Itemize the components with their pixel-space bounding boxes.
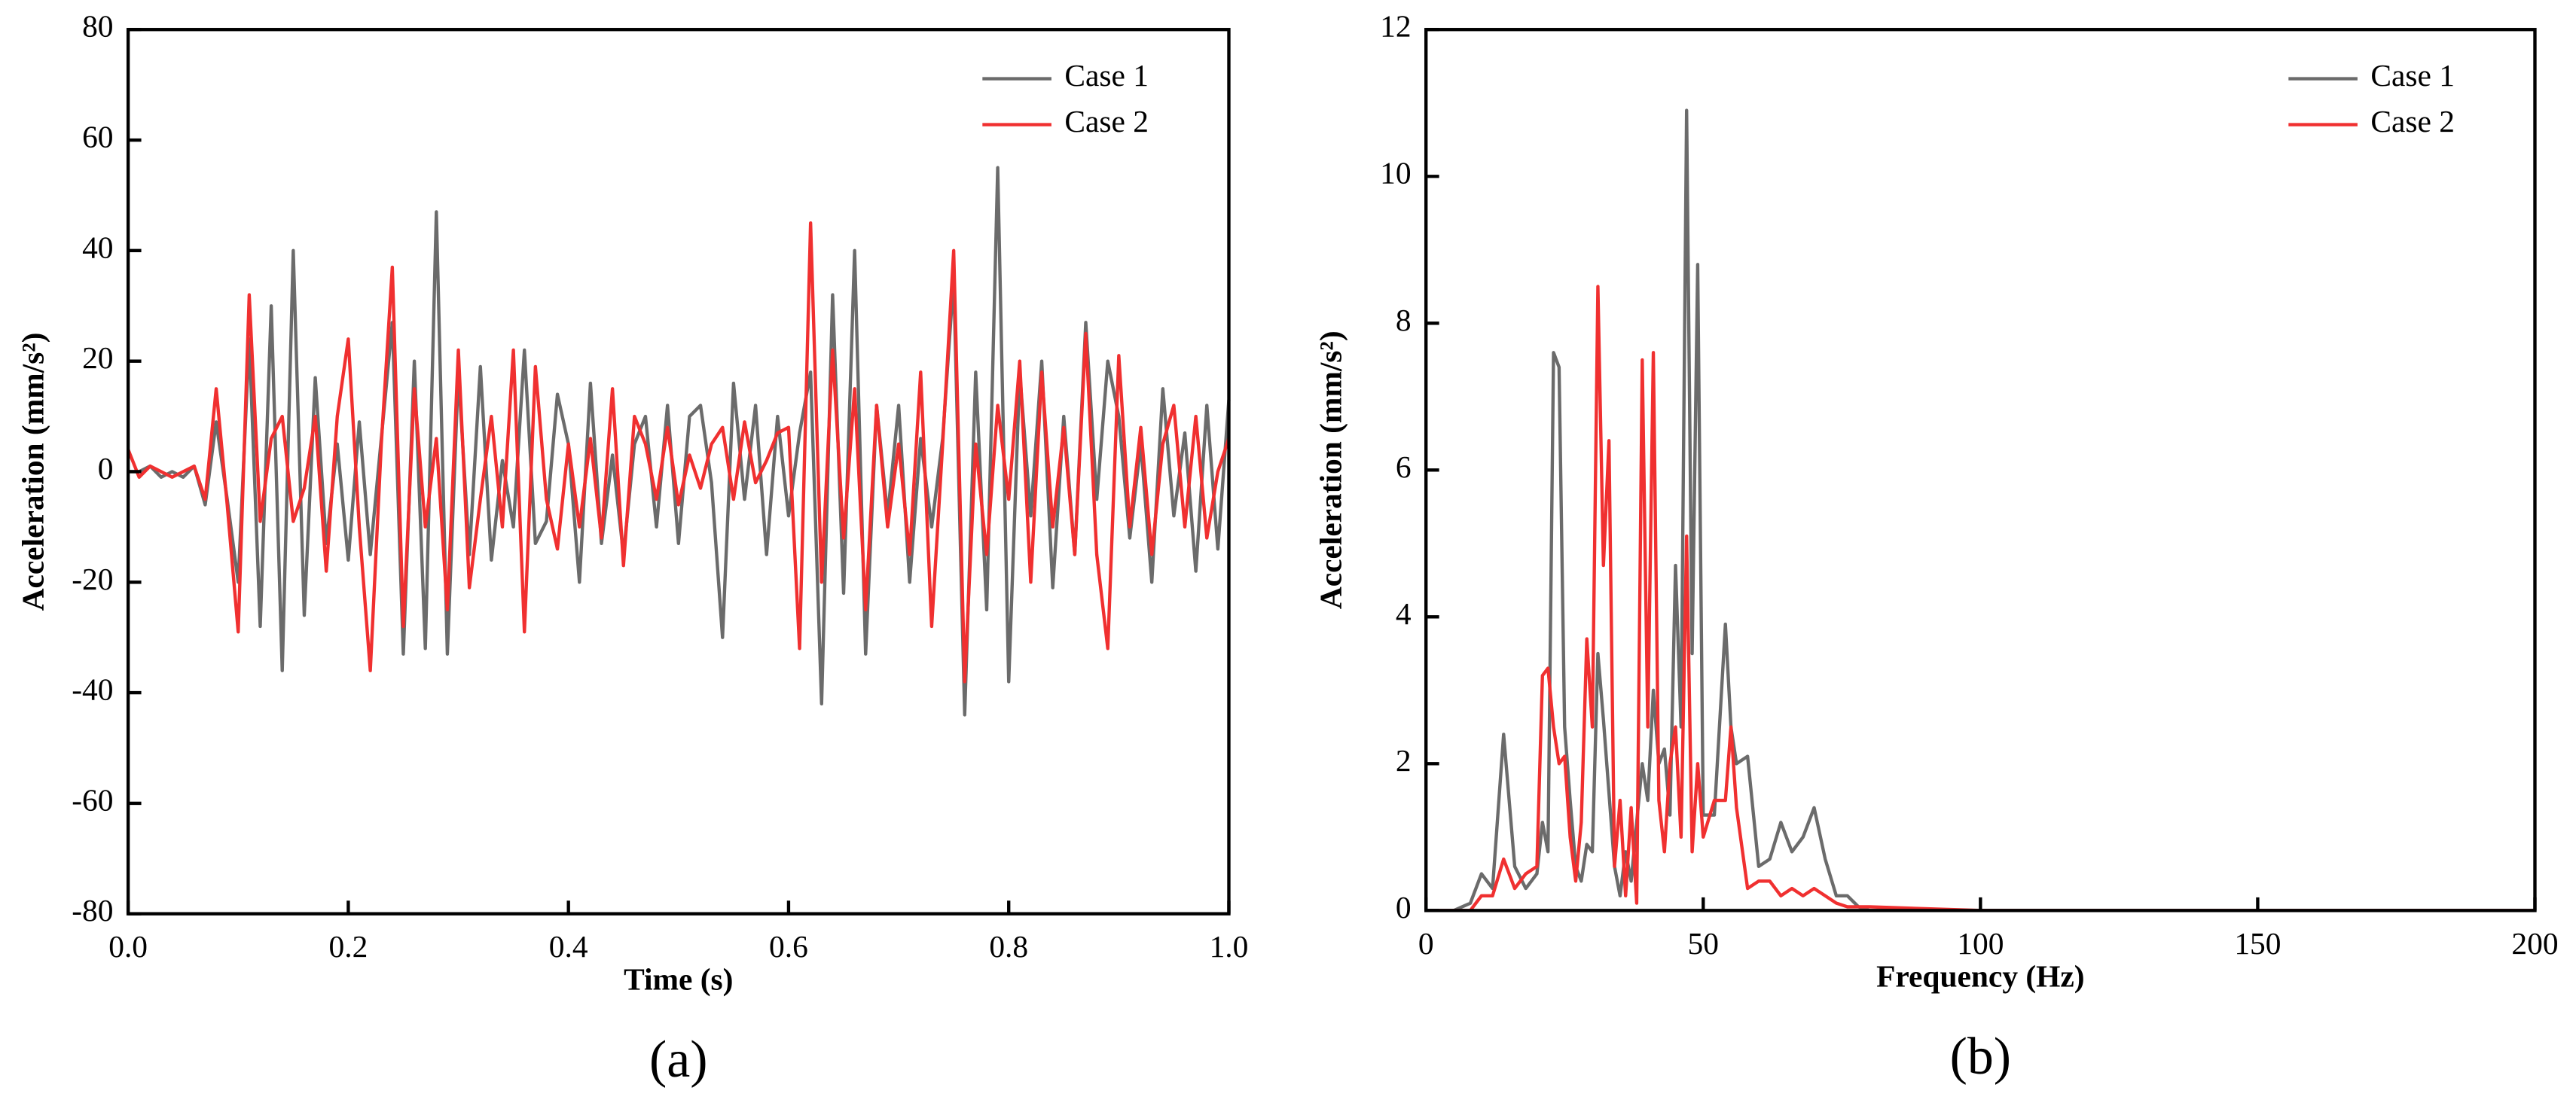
y-tick-label: 0: [1396, 890, 1412, 925]
x-tick-label: 1.0: [1210, 929, 1249, 964]
series-line: [1426, 108, 2535, 912]
y-tick-label: 40: [82, 230, 113, 264]
y-axis-title: Acceleration (mm/s²): [15, 333, 50, 611]
x-tick-label: 0.2: [329, 929, 368, 964]
x-tick-label: 0.4: [549, 929, 588, 964]
chart: 0.0 0.2 0.4 0.6 0.8 1.0 -80 -60 -40 -20 0 20 40 60 80 T…: [15, 9, 1248, 1089]
chart: 0 50 100 150 200 0 2 4 6 8 10 12 Frequency (Hz) Accel…: [1314, 9, 2559, 1086]
legend-label: Case 1: [1064, 58, 1149, 93]
y-tick-label: 2: [1396, 743, 1412, 778]
y-tick-label: 80: [82, 9, 113, 44]
y-tick-label: 12: [1380, 9, 1411, 44]
plot-frame: [126, 28, 1231, 916]
y-axis-title: Acceleration (mm/s²): [1314, 331, 1349, 609]
y-tick-label: 8: [1396, 303, 1412, 337]
y-tick-label: -60: [72, 782, 113, 817]
x-tick-label: 0.0: [108, 929, 148, 964]
y-tick-label: 10: [1380, 156, 1411, 190]
y-tick-label: 60: [82, 120, 113, 154]
y-tick-label: 20: [82, 340, 113, 375]
x-tick-label: 200: [2511, 926, 2558, 961]
legend-label: Case 1: [2370, 58, 2455, 93]
x-tick-label: 100: [1957, 926, 2004, 961]
y-tick-label: 0: [98, 451, 114, 486]
x-axis-title: Frequency (Hz): [1876, 958, 2084, 994]
y-tick-label: 4: [1396, 596, 1412, 631]
y-tick-label: 6: [1396, 449, 1412, 484]
legend-label: Case 2: [1064, 104, 1149, 139]
series-line: [127, 221, 1231, 684]
legend-label: Case 2: [2370, 104, 2455, 139]
x-tick-label: 150: [2234, 926, 2281, 961]
x-tick-label: 0.6: [769, 929, 808, 964]
y-tick-label: -20: [72, 562, 113, 596]
caption: (a): [649, 1031, 707, 1089]
x-axis-title: Time (s): [624, 962, 733, 998]
caption: (b): [1950, 1028, 2011, 1086]
series-line: [1426, 285, 2535, 912]
x-tick-label: 0: [1418, 926, 1434, 961]
plot-frame: [1424, 28, 2537, 912]
y-tick-label: -40: [72, 672, 113, 707]
x-tick-label: 0.8: [989, 929, 1028, 964]
x-tick-label: 50: [1688, 926, 1719, 961]
y-tick-label: -80: [72, 893, 113, 928]
